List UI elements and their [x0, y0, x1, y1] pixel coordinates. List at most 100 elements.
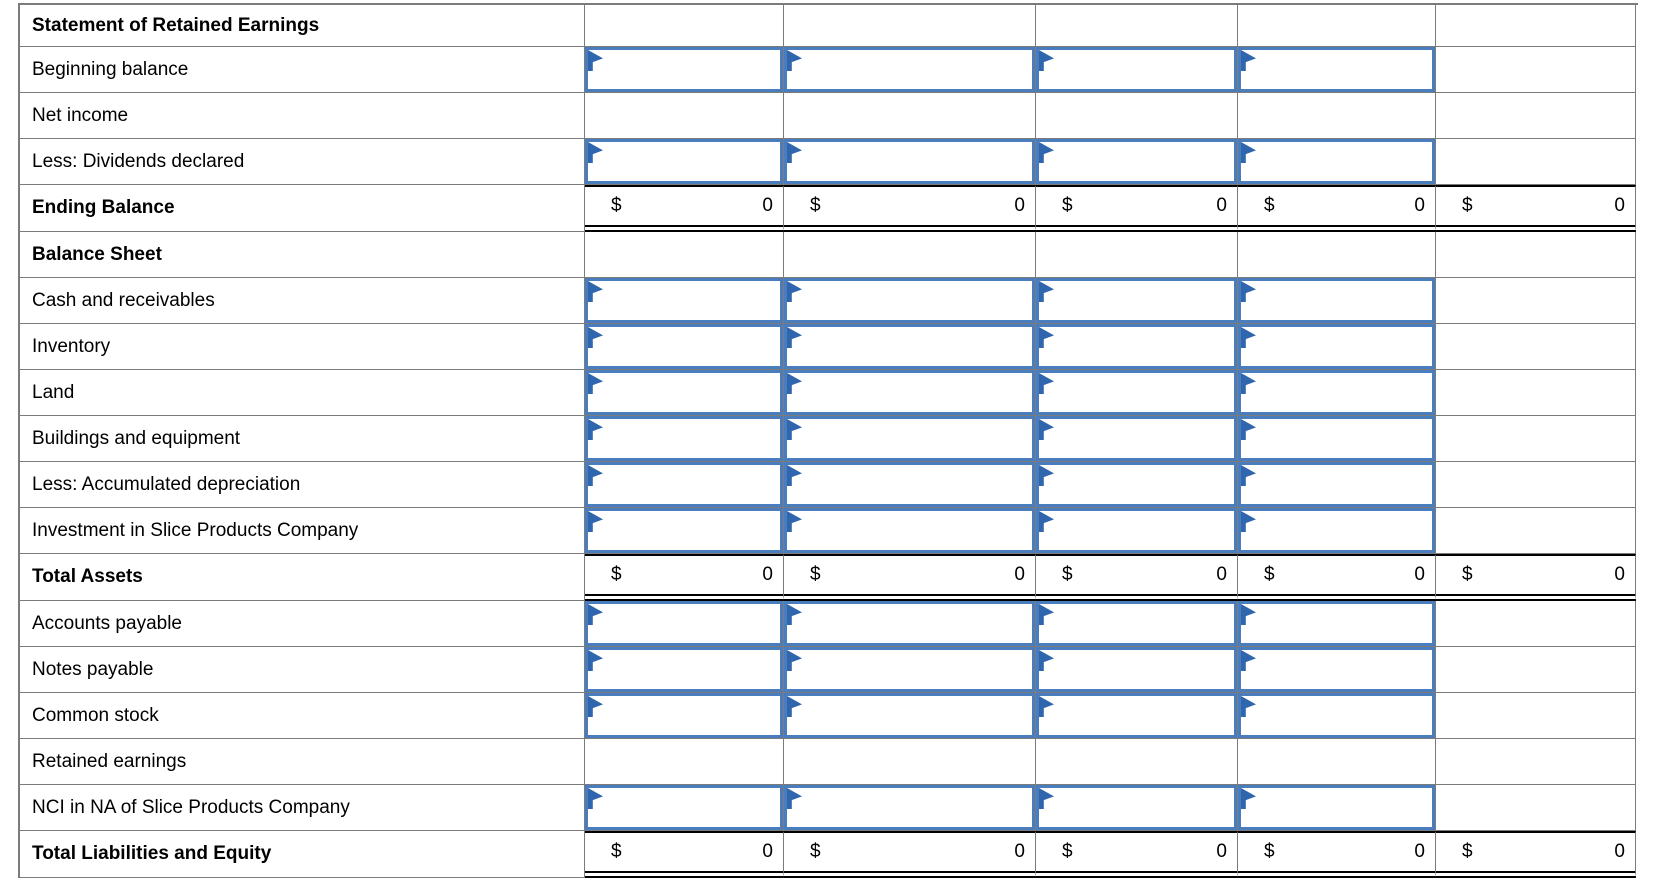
answer-input-box[interactable]	[784, 462, 1035, 507]
answer-input-box[interactable]	[585, 508, 783, 553]
total-value: 0	[1216, 195, 1227, 216]
answer-input[interactable]	[1241, 419, 1432, 458]
answer-input-box[interactable]	[585, 370, 783, 415]
answer-input-box[interactable]	[784, 139, 1035, 184]
answer-input[interactable]	[787, 142, 1032, 181]
answer-input[interactable]	[787, 373, 1032, 412]
answer-input[interactable]	[1039, 788, 1234, 827]
answer-input-box[interactable]	[1238, 324, 1435, 369]
answer-input-box[interactable]	[1036, 462, 1237, 507]
answer-input[interactable]	[1241, 50, 1432, 89]
answer-input-box[interactable]	[1036, 278, 1237, 323]
answer-input-box[interactable]	[1238, 508, 1435, 553]
answer-input-box[interactable]	[784, 47, 1035, 92]
answer-input[interactable]	[1039, 696, 1234, 735]
answer-input[interactable]	[787, 419, 1032, 458]
currency-symbol: $	[810, 195, 821, 216]
answer-input[interactable]	[1241, 788, 1432, 827]
answer-input-box[interactable]	[585, 139, 783, 184]
answer-input-box[interactable]	[1238, 278, 1435, 323]
answer-input-box[interactable]	[784, 508, 1035, 553]
answer-input-box[interactable]	[784, 278, 1035, 323]
answer-input[interactable]	[588, 465, 780, 504]
answer-input[interactable]	[588, 604, 780, 643]
answer-input[interactable]	[787, 650, 1032, 689]
answer-input[interactable]	[787, 465, 1032, 504]
answer-input-box[interactable]	[1238, 785, 1435, 830]
answer-input-box[interactable]	[1036, 785, 1237, 830]
answer-input-box[interactable]	[585, 278, 783, 323]
answer-input[interactable]	[588, 419, 780, 458]
answer-input[interactable]	[1241, 142, 1432, 181]
answer-input-box[interactable]	[1036, 370, 1237, 415]
answer-input[interactable]	[1241, 373, 1432, 412]
answer-input-box[interactable]	[1238, 47, 1435, 92]
answer-input-box[interactable]	[585, 785, 783, 830]
answer-input[interactable]	[1039, 604, 1234, 643]
answer-input[interactable]	[1241, 465, 1432, 504]
answer-input[interactable]	[787, 788, 1032, 827]
table-row: Buildings and equipment	[20, 416, 1638, 462]
answer-input-box[interactable]	[784, 785, 1035, 830]
answer-input[interactable]	[588, 696, 780, 735]
answer-input-box[interactable]	[585, 462, 783, 507]
answer-input[interactable]	[1241, 327, 1432, 366]
answer-input[interactable]	[588, 281, 780, 320]
row-label: Net income	[20, 93, 585, 139]
answer-input[interactable]	[787, 696, 1032, 735]
answer-input[interactable]	[1039, 419, 1234, 458]
answer-input-box[interactable]	[1036, 601, 1237, 646]
answer-input-box[interactable]	[1036, 139, 1237, 184]
answer-input[interactable]	[588, 511, 780, 550]
answer-input[interactable]	[1039, 465, 1234, 504]
answer-input[interactable]	[787, 511, 1032, 550]
answer-input[interactable]	[1241, 696, 1432, 735]
answer-input[interactable]	[588, 373, 780, 412]
answer-input-box[interactable]	[1238, 601, 1435, 646]
answer-input-box[interactable]	[585, 416, 783, 461]
answer-input[interactable]	[588, 327, 780, 366]
answer-input-box[interactable]	[784, 324, 1035, 369]
answer-input-box[interactable]	[585, 47, 783, 92]
answer-input[interactable]	[1039, 650, 1234, 689]
answer-input-box[interactable]	[1036, 508, 1237, 553]
answer-input[interactable]	[1039, 511, 1234, 550]
answer-input-box[interactable]	[1238, 462, 1435, 507]
answer-input-box[interactable]	[585, 601, 783, 646]
answer-input[interactable]	[1039, 142, 1234, 181]
answer-input[interactable]	[1039, 281, 1234, 320]
answer-input-box[interactable]	[1036, 324, 1237, 369]
answer-input[interactable]	[1241, 604, 1432, 643]
answer-input-box[interactable]	[1036, 647, 1237, 692]
answer-input-box[interactable]	[1036, 416, 1237, 461]
answer-input-box[interactable]	[1036, 693, 1237, 738]
answer-input[interactable]	[1241, 281, 1432, 320]
answer-input[interactable]	[1039, 327, 1234, 366]
answer-input-box[interactable]	[784, 370, 1035, 415]
answer-input-box[interactable]	[585, 647, 783, 692]
answer-input[interactable]	[787, 50, 1032, 89]
answer-input-box[interactable]	[1238, 139, 1435, 184]
answer-input[interactable]	[787, 327, 1032, 366]
answer-input-box[interactable]	[1238, 647, 1435, 692]
answer-input[interactable]	[1039, 373, 1234, 412]
answer-input-box[interactable]	[784, 601, 1035, 646]
answer-input[interactable]	[588, 650, 780, 689]
answer-input-box[interactable]	[585, 324, 783, 369]
answer-input-box[interactable]	[1036, 47, 1237, 92]
answer-input-box[interactable]	[585, 693, 783, 738]
answer-input[interactable]	[1241, 650, 1432, 689]
answer-input-box[interactable]	[1238, 693, 1435, 738]
answer-input[interactable]	[588, 142, 780, 181]
answer-input-box[interactable]	[1238, 416, 1435, 461]
answer-input[interactable]	[787, 281, 1032, 320]
answer-input-box[interactable]	[784, 693, 1035, 738]
answer-input[interactable]	[588, 788, 780, 827]
answer-input-box[interactable]	[784, 416, 1035, 461]
answer-input[interactable]	[1241, 511, 1432, 550]
answer-input-box[interactable]	[784, 647, 1035, 692]
answer-input[interactable]	[588, 50, 780, 89]
answer-input[interactable]	[1039, 50, 1234, 89]
answer-input[interactable]	[787, 604, 1032, 643]
answer-input-box[interactable]	[1238, 370, 1435, 415]
